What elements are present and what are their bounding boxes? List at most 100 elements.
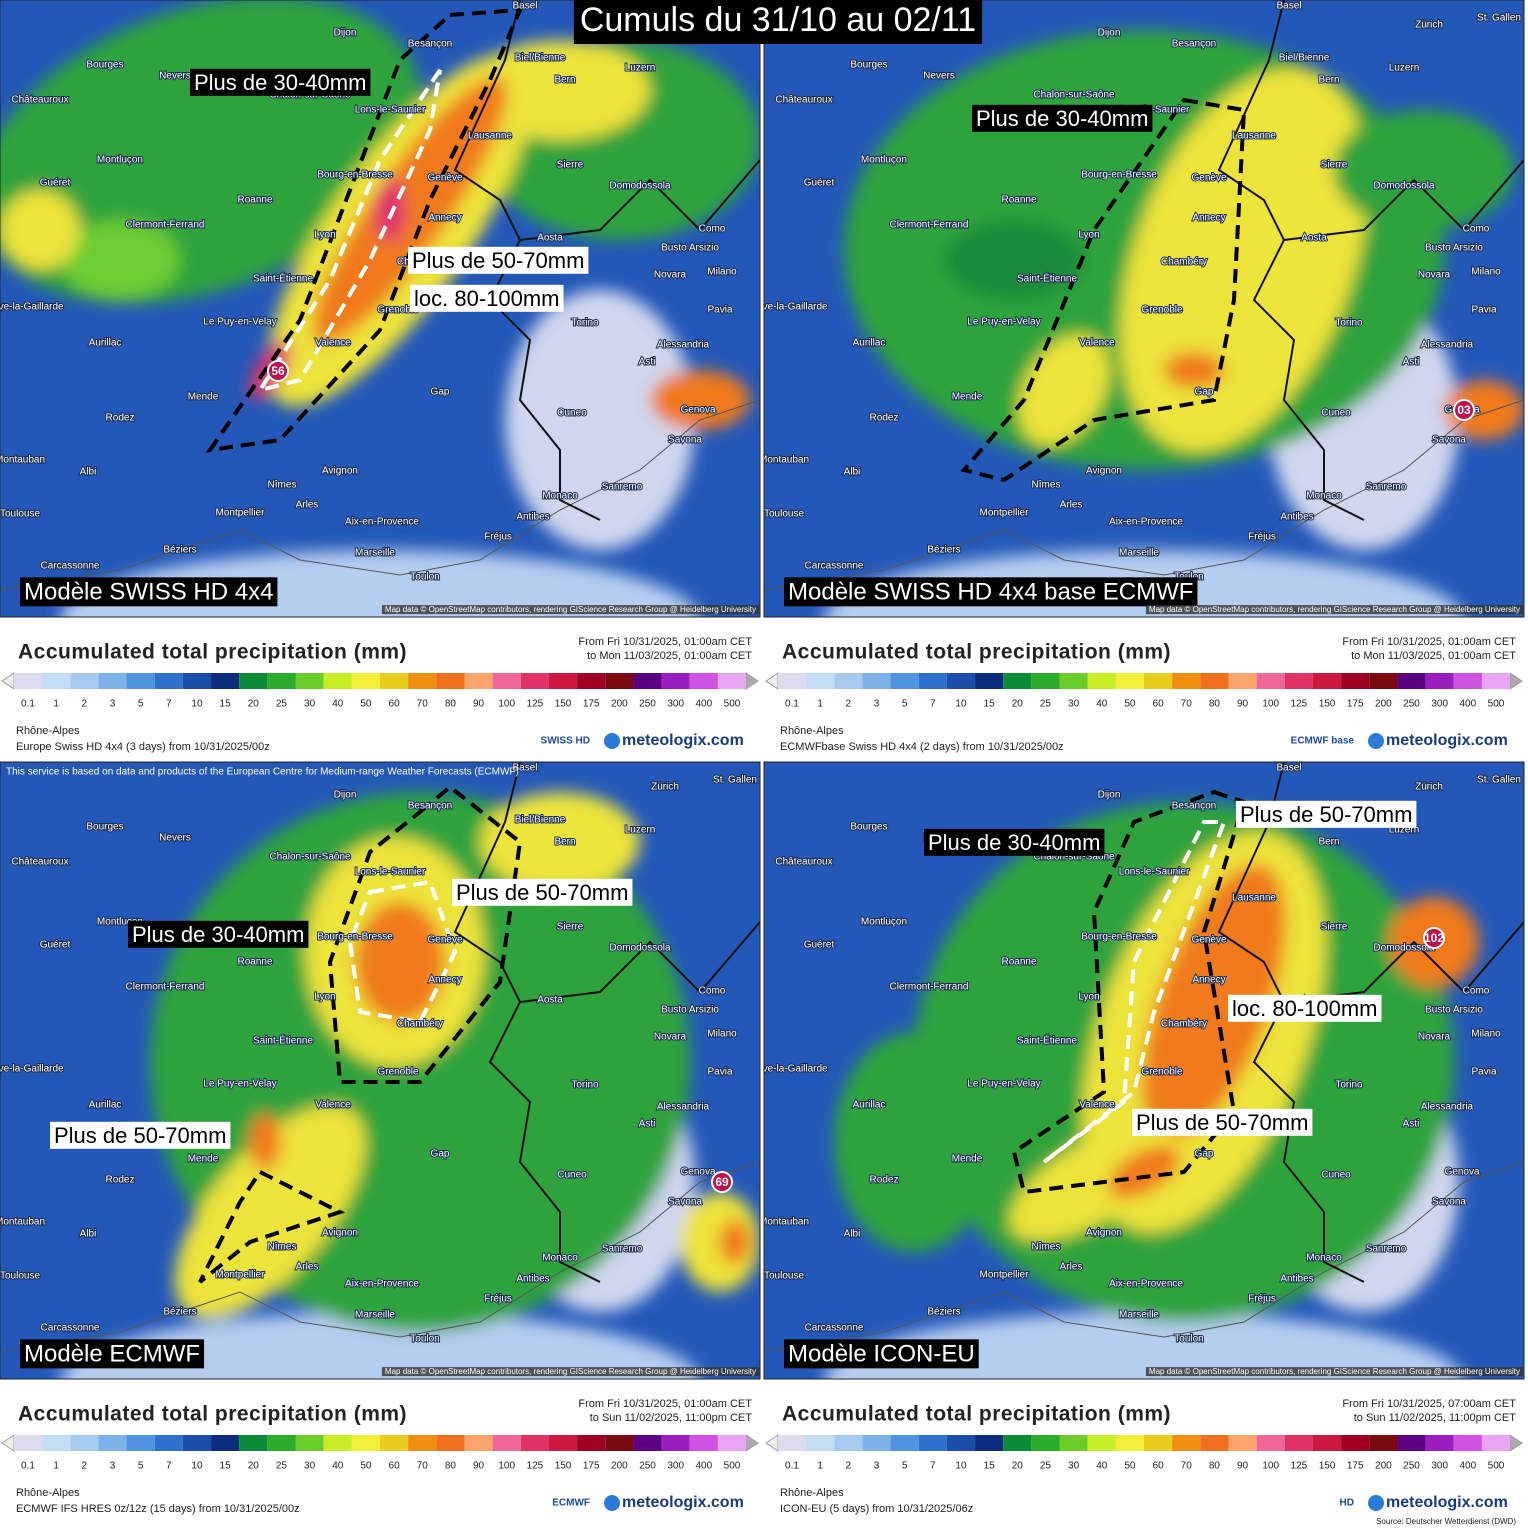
city-label: Avignon <box>1086 466 1122 477</box>
colorbar-end <box>745 1434 759 1452</box>
colorbar-label: 70 <box>417 699 429 710</box>
colorbar-cell <box>548 1435 578 1451</box>
annotation: Plus de 50-70mm <box>412 248 584 273</box>
city-label: Como <box>1463 986 1490 997</box>
colorbar-cell <box>70 673 99 689</box>
colorbar-label: 250 <box>639 1461 656 1472</box>
city-label: Fréjus <box>1248 1294 1276 1305</box>
colorbar-label: 3 <box>110 699 116 710</box>
colorbar-label: 0.1 <box>21 1461 35 1472</box>
date-from: From Fri 10/31/2025, 01:00am CET <box>1342 636 1516 648</box>
city-label: Lausanne <box>468 131 512 142</box>
city-label: Montauban <box>0 1217 45 1228</box>
city-label: Guéret <box>40 940 71 951</box>
city-label: Genève <box>427 173 462 184</box>
city-label: Roanne <box>1001 195 1036 206</box>
colorbar-label: 2 <box>82 699 88 710</box>
colorbar-cell <box>239 1435 268 1451</box>
map: Dijon Besançon Bourges Nevers Châteauroux Cha… <box>764 0 1524 617</box>
sea <box>824 1312 1464 1379</box>
colorbar-label: 7 <box>930 1461 936 1472</box>
city-label: Basel <box>512 763 537 774</box>
colorbar-label: 500 <box>1488 699 1505 710</box>
colorbar-label: 100 <box>498 1461 515 1472</box>
colorbar-cell <box>380 673 409 689</box>
colorbar-cell <box>1087 1435 1116 1451</box>
city-label: Béziers <box>163 1307 196 1318</box>
colorbar-label: 15 <box>220 699 232 710</box>
colorbar-cell <box>1228 673 1257 689</box>
date-to: to Mon 11/03/2025, 01:00am CET <box>587 650 752 662</box>
city-label: Aurillac <box>853 1100 886 1111</box>
colorbar-cell <box>834 673 863 689</box>
city-label: Nevers <box>923 71 955 82</box>
colorbar-label: 250 <box>1403 1461 1420 1472</box>
colorbar-cell <box>464 1435 493 1451</box>
run-info: ECMWF IFS HRES 0z/12z (15 days) from 10/… <box>16 1503 300 1515</box>
city-label: Domodossola <box>609 181 671 192</box>
colorbar-cell <box>1200 673 1229 689</box>
city-label: Dijon <box>334 790 357 801</box>
colorbar-label: 90 <box>1237 699 1249 710</box>
colorbar-label: 80 <box>1209 699 1221 710</box>
city-label: Basel <box>1276 763 1301 774</box>
precip-field <box>0 0 760 617</box>
date-from: From Fri 10/31/2025, 07:00am CET <box>1342 1398 1516 1410</box>
colorbar-label: 150 <box>1319 699 1336 710</box>
colorbar-label: 400 <box>1459 1461 1476 1472</box>
colorbar-cell <box>1087 673 1116 689</box>
city-label: Bourg-en-Bresse <box>1081 932 1157 943</box>
city-label: Arles <box>296 1262 319 1273</box>
colorbar-cell <box>1369 673 1398 689</box>
precip-zone <box>1444 380 1524 440</box>
colorbar-cell <box>946 1435 976 1451</box>
attribution-box <box>1145 1367 1523 1377</box>
colorbar-cell <box>351 1435 380 1451</box>
brand-icon <box>1368 1495 1384 1511</box>
city-label: Domodossola <box>1373 181 1435 192</box>
colorbar-label: 50 <box>360 699 372 710</box>
model-logo: ECMWF base <box>1291 736 1355 747</box>
colorbar-label: 125 <box>1291 1461 1308 1472</box>
city-label: Montluçon <box>861 155 907 166</box>
colorbar-cell <box>1115 673 1144 689</box>
colorbar-cell <box>492 673 521 689</box>
attribution-box <box>381 1367 759 1377</box>
annotation-outline <box>1042 820 1227 1164</box>
city-label: Cuneo <box>1321 408 1351 419</box>
colorbar-label: 60 <box>389 1461 401 1472</box>
colorbar-cell <box>890 673 919 689</box>
colorbar-label: 125 <box>1291 699 1308 710</box>
city-label: St. Gallen <box>1477 13 1521 24</box>
precip-zone <box>650 370 750 430</box>
colorbar-cell <box>182 673 212 689</box>
colorbar-label: 0.1 <box>21 699 35 710</box>
city-label: Toulon <box>410 572 439 583</box>
region: Rhône-Alpes <box>16 725 80 737</box>
colorbar-label: 5 <box>138 1461 144 1472</box>
max-label: 102 <box>1424 931 1444 945</box>
panel: DijonBesançonBourgesNeversChâteaurouxCha… <box>0 0 761 753</box>
colorbar-label: 20 <box>1012 1461 1024 1472</box>
city-label: Fréjus <box>484 532 512 543</box>
max-marker <box>1453 399 1475 421</box>
border <box>519 159 760 241</box>
city-label: Sanremo <box>1366 1244 1407 1255</box>
colorbar-cell <box>834 1435 863 1451</box>
city-label: Bourg-en-Bresse <box>1081 170 1157 181</box>
sea <box>60 1312 700 1379</box>
city-label: Annecy <box>1192 975 1225 986</box>
max-marker <box>711 1171 733 1193</box>
city-label: Montluçon <box>861 917 907 928</box>
annotation-box <box>1132 1108 1313 1136</box>
city-label: Béziers <box>927 545 960 556</box>
city-label: Toulouse <box>0 509 40 520</box>
city-label: Clermont-Ferrand <box>126 220 205 231</box>
colorbar-label: 1 <box>817 1461 823 1472</box>
city-label: Grenoble <box>1141 305 1183 316</box>
city-label: Sierre <box>1321 922 1348 933</box>
colorbar-label: 5 <box>138 699 144 710</box>
colorbar-label: 1 <box>817 699 823 710</box>
model-label: Modèle SWISS HD 4x4 base ECMWF <box>788 578 1193 605</box>
city-label: Montpellier <box>980 1270 1030 1281</box>
